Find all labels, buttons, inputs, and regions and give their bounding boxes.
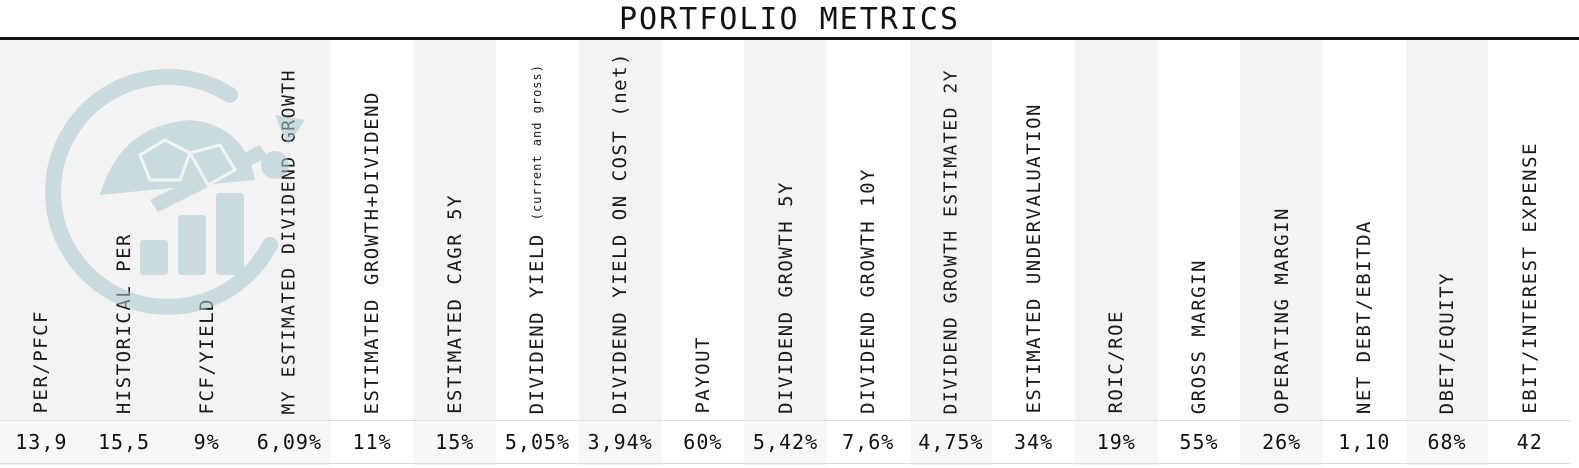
metric-label: NET DEBT/EBITDA	[1353, 219, 1376, 414]
metric-label: DIVIDEND GROWTH ESTIMATED 2Y	[940, 68, 962, 414]
metric-label: ESTIMATED UNDERVALUATION	[1022, 103, 1045, 414]
metric-value: 19%	[1074, 420, 1158, 464]
metric-value: 5,42%	[744, 420, 827, 464]
metric-value: 4,75%	[909, 420, 993, 464]
metric-label: EBIT/INTEREST EXPENSE	[1518, 142, 1541, 414]
metric-value: 60%	[661, 420, 745, 464]
metric-column-payout: PAYOUT 60%	[661, 40, 745, 465]
metric-label: DIVIDEND GROWTH 10Y	[857, 168, 880, 414]
metric-column-my-estimated-dividend-growth: MY ESTIMATED DIVIDEND GROWTH 6,09%	[248, 40, 331, 465]
metric-column-estimated-growth-dividend: ESTIMATED GROWTH+DIVIDEND 11%	[330, 40, 414, 465]
metric-column-dividend-yield: DIVIDEND YIELD (current and gross) 5,05%	[496, 40, 579, 465]
metric-column-estimated-undervaluation: ESTIMATED UNDERVALUATION 34%	[992, 40, 1075, 465]
metric-column-gross-margin: GROSS MARGIN 55%	[1157, 40, 1241, 465]
metric-value: 3,94%	[578, 420, 662, 464]
metric-column-per-pfcf: PER/PFCF 13,9	[0, 40, 83, 465]
metric-column-dividend-growth-estimated-2y: DIVIDEND GROWTH ESTIMATED 2Y 4,75%	[909, 40, 993, 465]
metric-value: 26%	[1240, 420, 1323, 464]
metric-label: ESTIMATED CAGR 5Y	[443, 194, 466, 414]
metric-label-sub: (current and gross)	[530, 63, 545, 220]
title-divider	[0, 37, 1579, 40]
metric-value: 42	[1488, 420, 1572, 464]
metric-value: 15%	[413, 420, 497, 464]
metric-column-dividend-yield-on-cost: DIVIDEND YIELD ON COST (net) 3,94%	[578, 40, 662, 465]
metric-value: 9%	[165, 420, 249, 464]
metric-column-dividend-growth-10y: DIVIDEND GROWTH 10Y 7,6%	[826, 40, 910, 465]
metric-value: 34%	[992, 420, 1075, 464]
metric-value: 1,10	[1323, 420, 1406, 464]
metric-label: DIVIDEND GROWTH 5Y	[774, 181, 797, 414]
metric-label: PAYOUT	[691, 336, 714, 414]
metric-column-net-debt-ebitda: NET DEBT/EBITDA 1,10	[1323, 40, 1406, 465]
metric-column-estimated-cagr-5y: ESTIMATED CAGR 5Y 15%	[413, 40, 497, 465]
metric-column-ebit-interest-expense: EBIT/INTEREST EXPENSE 42	[1488, 40, 1572, 465]
metric-column-dividend-growth-5y: DIVIDEND GROWTH 5Y 5,42%	[744, 40, 827, 465]
metric-column-roic-roe: ROIC/ROE 19%	[1074, 40, 1158, 465]
metric-value: 13,9	[0, 420, 83, 464]
metric-value: 5,05%	[496, 420, 579, 464]
metric-label: ROIC/ROE	[1105, 310, 1128, 414]
metric-value: 15,5	[82, 420, 166, 464]
metric-value: 11%	[330, 420, 414, 464]
metric-label: OPERATING MARGIN	[1270, 206, 1293, 414]
page-title: PORTFOLIO METRICS	[618, 2, 961, 37]
metric-label: DIVIDEND YIELD ON COST (net)	[609, 51, 632, 414]
turtle-growth-logo-icon	[45, 68, 305, 315]
metric-label-main: DIVIDEND YIELD	[526, 232, 549, 414]
metric-column-operating-margin: OPERATING MARGIN 26%	[1240, 40, 1323, 465]
metric-value: 55%	[1157, 420, 1241, 464]
metric-label: DIVIDEND YIELD (current and gross)	[526, 64, 548, 414]
metric-column-dbet-equity: DBET/EQUITY 68%	[1405, 40, 1489, 465]
metric-value: 68%	[1405, 420, 1489, 464]
metric-value: 7,6%	[826, 420, 910, 464]
metric-label: GROSS MARGIN	[1187, 258, 1210, 414]
metric-value: 6,09%	[248, 420, 331, 464]
metric-label: ESTIMATED GROWTH+DIVIDEND	[361, 90, 384, 414]
metric-label: DBET/EQUITY	[1436, 271, 1459, 414]
